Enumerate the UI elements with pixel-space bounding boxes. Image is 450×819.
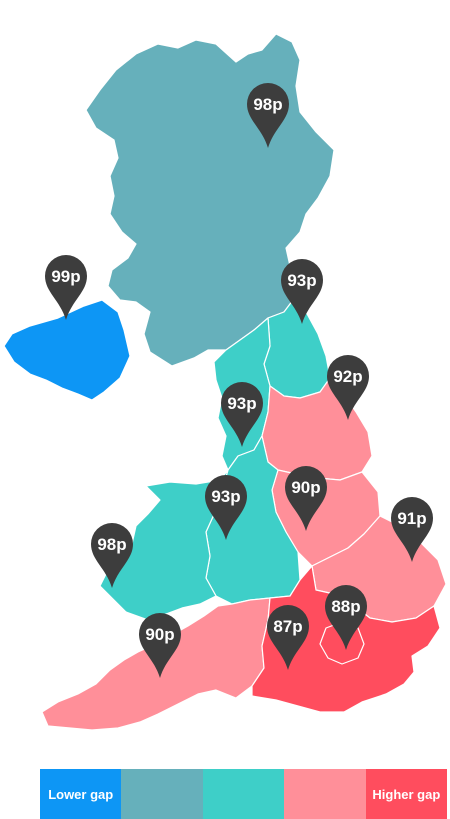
region-northern-ireland[interactable]: [3, 299, 131, 401]
price-pin[interactable]: 87p: [267, 605, 309, 670]
price-pin[interactable]: 90p: [285, 466, 327, 531]
legend-swatch-3: [202, 769, 285, 819]
price-label: 99p: [51, 267, 80, 286]
price-pin[interactable]: 93p: [281, 259, 323, 324]
map-pin-icon: [391, 497, 433, 562]
legend-swatch-5: Higher gap: [365, 769, 448, 819]
map-pin-icon: [325, 585, 367, 650]
price-pin[interactable]: 98p: [247, 83, 289, 148]
map-pin-icon: [45, 255, 87, 320]
legend-low-label: Lower gap: [48, 786, 114, 802]
price-pin[interactable]: 98p: [91, 523, 133, 588]
legend-swatch-4: [284, 769, 366, 819]
price-pin[interactable]: 93p: [221, 382, 263, 447]
price-pins-layer: 98p 99p 93p 93p 92p 90p 93p 91p 98p 90p 87p 88p: [45, 83, 433, 678]
map-pin-icon: [221, 382, 263, 447]
map-pin-icon: [326, 354, 369, 420]
price-label: 90p: [145, 625, 174, 644]
price-label: 98p: [253, 95, 282, 114]
legend-swatch-2: [121, 769, 203, 819]
price-label: 93p: [287, 271, 316, 290]
legend-high-label: Higher gap: [372, 786, 441, 802]
price-pin[interactable]: 88p: [325, 585, 367, 650]
map-pin-icon: [91, 523, 133, 588]
price-pin[interactable]: 93p: [205, 475, 247, 540]
price-label: 92p: [333, 367, 362, 386]
price-label: 98p: [97, 535, 126, 554]
legend-swatch-1: Lower gap: [40, 769, 122, 819]
price-label: 93p: [211, 487, 240, 506]
price-pin[interactable]: 91p: [391, 497, 433, 562]
regions-layer: [3, 33, 447, 731]
map-pin-icon: [205, 475, 247, 540]
price-label: 91p: [397, 509, 426, 528]
map-pin-icon: [247, 83, 289, 148]
price-pin[interactable]: 92p: [326, 354, 369, 420]
price-pin[interactable]: 99p: [45, 255, 87, 320]
map-pin-icon: [267, 605, 309, 670]
map-pin-icon: [139, 613, 181, 678]
price-label: 90p: [291, 478, 320, 497]
map-pin-icon: [285, 466, 327, 531]
price-label: 93p: [227, 394, 256, 413]
color-legend: Lower gap Higher gap: [40, 769, 448, 819]
price-label: 87p: [273, 617, 302, 636]
map-pin-icon: [281, 259, 323, 324]
price-pin[interactable]: 90p: [139, 613, 181, 678]
price-label: 88p: [331, 597, 360, 616]
